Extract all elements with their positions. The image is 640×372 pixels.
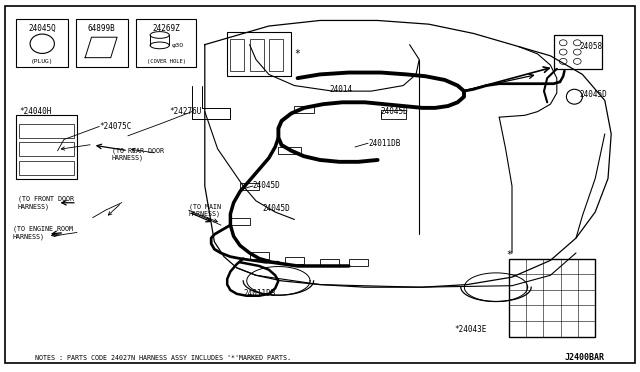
Text: (TO FRONT DOOR
HARNESS): (TO FRONT DOOR HARNESS) [18,196,74,210]
Text: (TO ENGINE ROOM
HARNESS): (TO ENGINE ROOM HARNESS) [13,225,73,240]
Bar [136,19,196,67]
Bar [285,257,304,264]
Bar [294,106,314,113]
Bar [19,124,74,138]
Text: *24043E: *24043E [454,325,487,334]
Bar [320,259,339,266]
Text: (COVER HOLE): (COVER HOLE) [147,59,186,64]
Text: 64899B: 64899B [88,24,116,33]
Bar [509,259,595,337]
Text: (TO REAR DOOR
HARNESS): (TO REAR DOOR HARNESS) [112,147,164,161]
Bar [76,19,128,67]
Text: (TO MAIN
HARNESS): (TO MAIN HARNESS) [189,203,221,217]
Bar [381,110,406,119]
Text: 24045D: 24045D [579,90,607,99]
Text: 24011DB: 24011DB [368,139,401,148]
Text: J2400BAR: J2400BAR [564,353,605,362]
Text: *24040H: *24040H [19,107,52,116]
Text: 24045D: 24045D [262,204,290,213]
Bar [278,147,301,154]
Text: *24075C: *24075C [99,122,132,131]
Bar [240,183,259,190]
Bar [269,39,283,71]
Bar [227,32,291,76]
Bar [250,39,264,71]
Text: 24011DB: 24011DB [243,289,276,298]
Text: *: * [294,49,301,59]
Bar [230,39,244,71]
Bar [554,35,602,69]
Bar [250,252,269,259]
Text: φ30: φ30 [172,43,183,48]
Text: NOTES : PARTS CODE 24027N HARNESS ASSY INCLUDES '*'MARKED PARTS.: NOTES : PARTS CODE 24027N HARNESS ASSY I… [35,355,291,361]
Text: 24269Z: 24269Z [152,24,180,33]
Text: 24058: 24058 [579,42,602,51]
Bar [16,115,77,179]
Bar [19,161,74,175]
Text: 24014: 24014 [330,85,353,94]
Text: (PLUG): (PLUG) [31,59,54,64]
Bar [230,218,250,225]
Text: 24045D: 24045D [253,182,280,190]
Text: *24276U: *24276U [170,107,202,116]
Text: *: * [506,250,512,260]
Bar [16,19,68,67]
Bar [349,259,368,266]
Bar [19,142,74,156]
Text: 24045Q: 24045Q [28,24,56,33]
Text: 24045D: 24045D [381,107,408,116]
